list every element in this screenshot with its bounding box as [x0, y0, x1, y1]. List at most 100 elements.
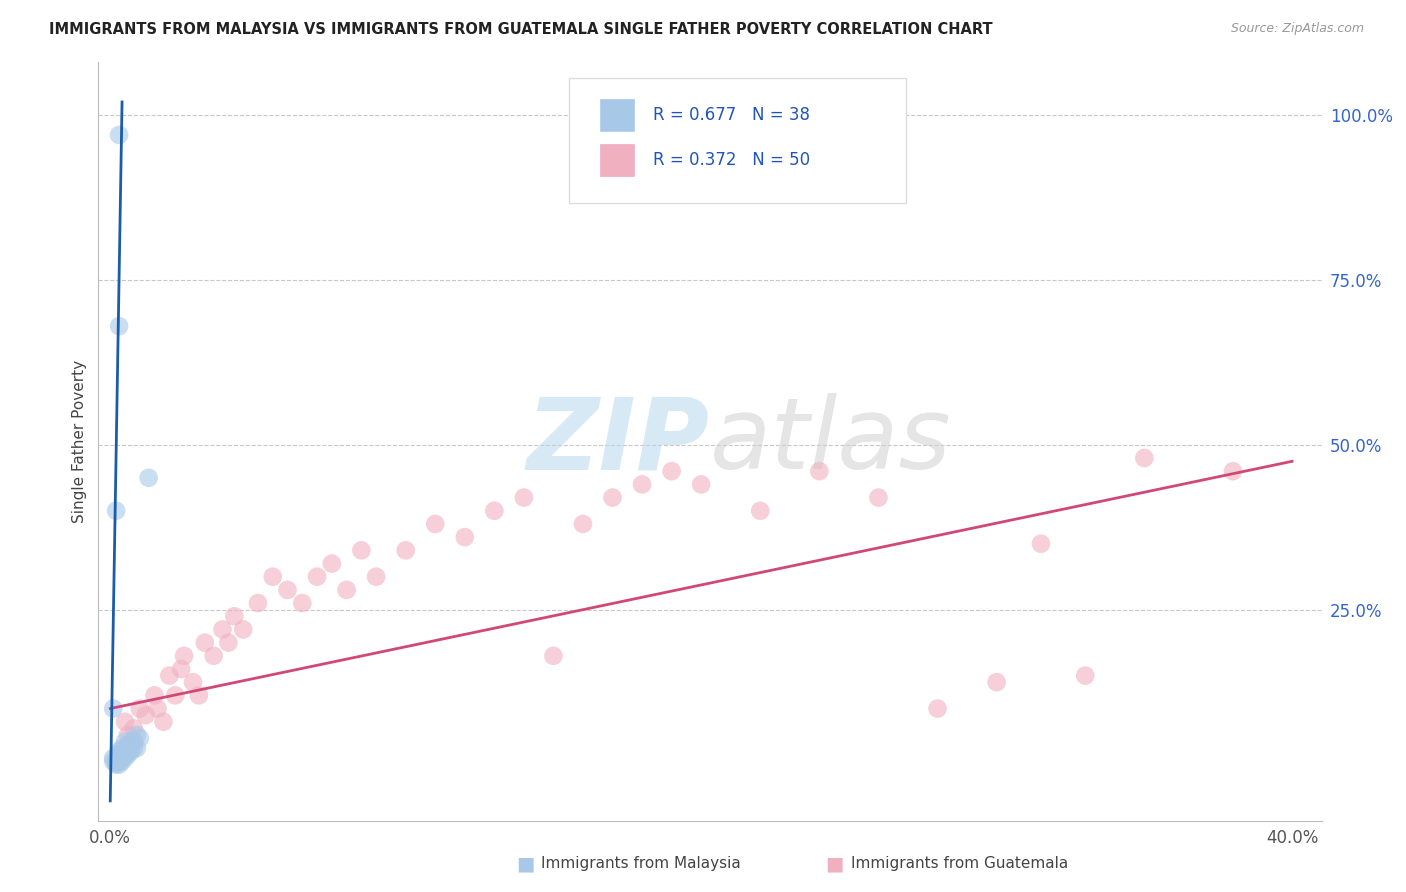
Point [125, 728, 148, 742]
Point [927, 701, 949, 715]
Point [395, 543, 418, 558]
Point [103, 754, 125, 768]
Text: ■: ■ [516, 854, 534, 873]
Text: R = 0.372   N = 50: R = 0.372 N = 50 [652, 152, 810, 169]
Point [631, 477, 654, 491]
Point [105, 757, 128, 772]
Point [117, 741, 139, 756]
Point [122, 734, 145, 748]
Point [122, 734, 145, 748]
Point [690, 477, 713, 491]
Point [543, 648, 565, 663]
Text: atlas: atlas [710, 393, 952, 490]
Point [170, 662, 193, 676]
Point [262, 570, 284, 584]
Point [105, 754, 128, 768]
Point [108, 751, 131, 765]
Point [157, 668, 180, 682]
Point [181, 675, 204, 690]
Text: Source: ZipAtlas.com: Source: ZipAtlas.com [1230, 22, 1364, 36]
Point [868, 491, 890, 505]
Point [602, 491, 624, 505]
Text: R = 0.677   N = 38: R = 0.677 N = 38 [652, 106, 810, 124]
Text: ■: ■ [825, 854, 844, 873]
Point [111, 754, 134, 768]
Point [135, 708, 157, 723]
Point [350, 543, 373, 558]
Point [661, 464, 683, 478]
Point [125, 741, 148, 756]
Point [111, 744, 134, 758]
Point [103, 701, 125, 715]
Point [117, 744, 139, 758]
Point [103, 751, 125, 765]
Point [105, 504, 128, 518]
Point [513, 491, 536, 505]
Point [146, 701, 169, 715]
Point [291, 596, 314, 610]
Bar [600, 99, 634, 130]
Point [117, 738, 139, 752]
Point [128, 701, 150, 715]
Point [307, 570, 329, 584]
Point [108, 747, 131, 762]
Point [232, 623, 254, 637]
Point [114, 747, 136, 762]
Point [484, 504, 506, 518]
Point [111, 741, 134, 756]
Point [138, 471, 160, 485]
Point [194, 635, 217, 649]
Point [108, 754, 131, 768]
Point [120, 734, 142, 748]
Point [114, 751, 136, 765]
Text: Immigrants from Malaysia: Immigrants from Malaysia [541, 856, 741, 871]
Point [808, 464, 831, 478]
Point [120, 744, 142, 758]
Point [108, 744, 131, 758]
Text: IMMIGRANTS FROM MALAYSIA VS IMMIGRANTS FROM GUATEMALA SINGLE FATHER POVERTY CORR: IMMIGRANTS FROM MALAYSIA VS IMMIGRANTS F… [49, 22, 993, 37]
Point [111, 747, 134, 762]
Point [1222, 464, 1244, 478]
Point [114, 714, 136, 729]
Point [202, 648, 225, 663]
Point [1133, 450, 1156, 465]
Point [572, 516, 595, 531]
Point [122, 722, 145, 736]
Point [117, 747, 139, 762]
Point [114, 744, 136, 758]
Point [114, 741, 136, 756]
Text: Immigrants from Guatemala: Immigrants from Guatemala [851, 856, 1069, 871]
Point [114, 734, 136, 748]
Point [117, 728, 139, 742]
Y-axis label: Single Father Poverty: Single Father Poverty [72, 360, 87, 523]
Point [187, 689, 209, 703]
Point [321, 557, 343, 571]
Point [276, 582, 298, 597]
Point [108, 319, 131, 334]
Point [120, 741, 142, 756]
Point [105, 756, 128, 770]
Point [425, 516, 447, 531]
Point [108, 128, 131, 142]
Point [128, 731, 150, 746]
Point [143, 689, 166, 703]
Point [108, 753, 131, 767]
FancyBboxPatch shape [569, 78, 905, 202]
Point [336, 582, 359, 597]
Point [366, 570, 388, 584]
Point [122, 741, 145, 756]
Point [173, 648, 195, 663]
Text: ZIP: ZIP [527, 393, 710, 490]
Point [165, 689, 187, 703]
Point [111, 751, 134, 765]
Point [986, 675, 1008, 690]
Point [217, 635, 239, 649]
Point [1074, 668, 1097, 682]
Point [224, 609, 246, 624]
Point [454, 530, 477, 544]
Bar [600, 145, 634, 177]
Point [108, 757, 131, 772]
Point [1029, 537, 1052, 551]
Point [211, 623, 233, 637]
Point [246, 596, 269, 610]
